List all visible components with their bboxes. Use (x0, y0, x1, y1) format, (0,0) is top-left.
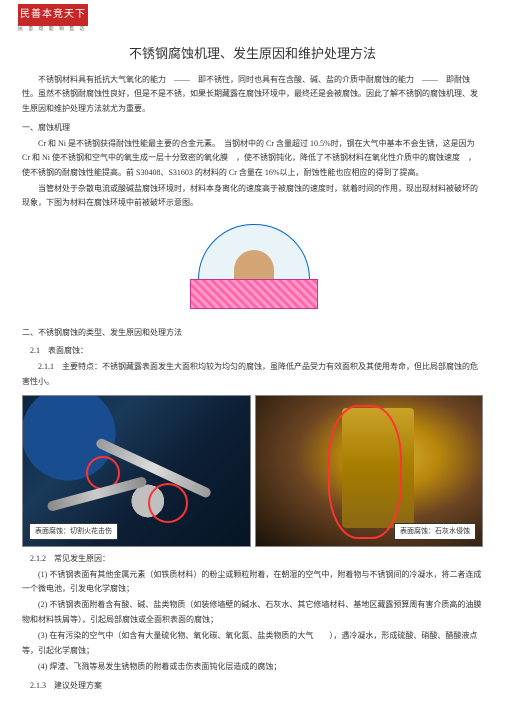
photo-caption-right: 表面腐蚀：石灰水侵蚀 (394, 523, 476, 540)
intro-paragraph: 不锈钢材料具有抵抗大气氧化的能力 —— 即不锈性，同时也具有在含酸、碱、盐的介质… (22, 73, 483, 116)
section-1-p2: 当管材处于杂散电流或酸碱盐腐蚀环境时，材料本身离化的速度高于被腐蚀的速度时，就着… (22, 182, 483, 211)
photo-surface-corrosion-lime: 表面腐蚀：石灰水侵蚀 (255, 395, 484, 547)
subsection-2-1-3: 2.1.3 建议处理方案 (30, 680, 483, 693)
section-1-heading: 一、腐蚀机理 (22, 122, 483, 135)
subsection-2-1-2: 2.1.2 常见发生原因： (30, 553, 483, 566)
article-body: 不锈钢材料具有抵抗大气氧化的能力 —— 即不锈性，同时也具有在含酸、碱、盐的介质… (0, 73, 505, 693)
photo-row: 表面腐蚀：切割火花击伤 表面腐蚀：石灰水侵蚀 (22, 395, 483, 547)
section-1-p1: Cr 和 Ni 是不锈钢获得耐蚀性能最主要的合金元素。 当钢材中的 Cr 含量超… (22, 137, 483, 180)
photo-surface-corrosion-spark: 表面腐蚀：切割火花击伤 (22, 395, 251, 547)
page-title: 不锈钢腐蚀机理、发生原因和维护处理方法 (0, 44, 505, 65)
subsection-2-1-1: 2.1.1 主要特点：不锈钢藏露表面发生大面积均较为均匀的腐蚀，虽降低产品受力有… (22, 360, 483, 389)
photo-caption-left: 表面腐蚀：切割火花击伤 (29, 523, 118, 540)
section-2-heading: 二、不锈钢腐蚀的类型、发生原因和处理方法 (22, 327, 483, 340)
subsection-2-1: 2.1 表面腐蚀： (30, 345, 483, 358)
reason-3: (3) 在有污染的空气中（如含有大量硫化物、氧化碳、氧化氮、盐类物质的大气 ），… (22, 629, 483, 658)
brand-logo: 民善本竞天下 (18, 4, 88, 26)
brand-tagline: 民 善 熄 能 铜 售 达 (18, 26, 505, 34)
reason-4: (4) 焊渣、飞溅等易发生锈物质的附着或击伤表面钝化层造成的腐蚀； (22, 660, 483, 674)
reason-2: (2) 不锈钢表面附着含有酸、碱、盐类物质（如装修墙壁的碱水、石灰水、其它修墙材… (22, 598, 483, 627)
reason-1: (1) 不锈钢表面有其他金属元素（如铁质材料）的粉尘或颗粒附着，在朝湿的空气中，… (22, 568, 483, 597)
corrosion-diagram (22, 219, 483, 319)
